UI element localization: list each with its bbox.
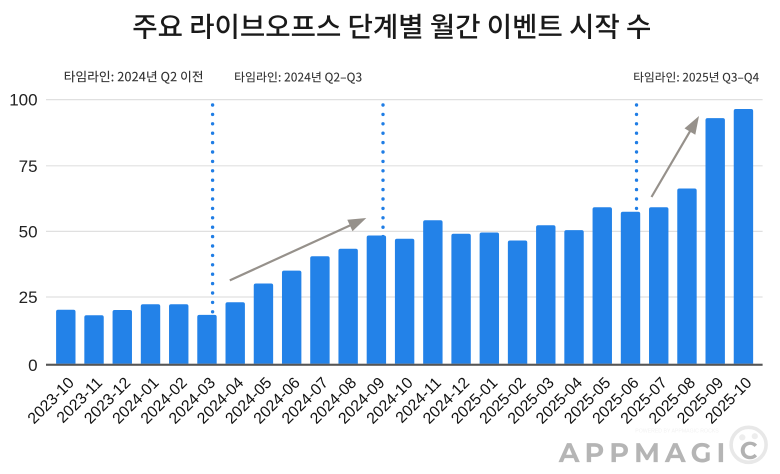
svg-text:100: 100 <box>9 91 37 110</box>
svg-text:POWERED BY APPMAGIC ROCKS: POWERED BY APPMAGIC ROCKS <box>635 429 719 435</box>
svg-text:0: 0 <box>28 356 37 375</box>
svg-text:50: 50 <box>19 223 38 242</box>
svg-text:75: 75 <box>19 157 38 176</box>
svg-text:25: 25 <box>19 288 38 307</box>
